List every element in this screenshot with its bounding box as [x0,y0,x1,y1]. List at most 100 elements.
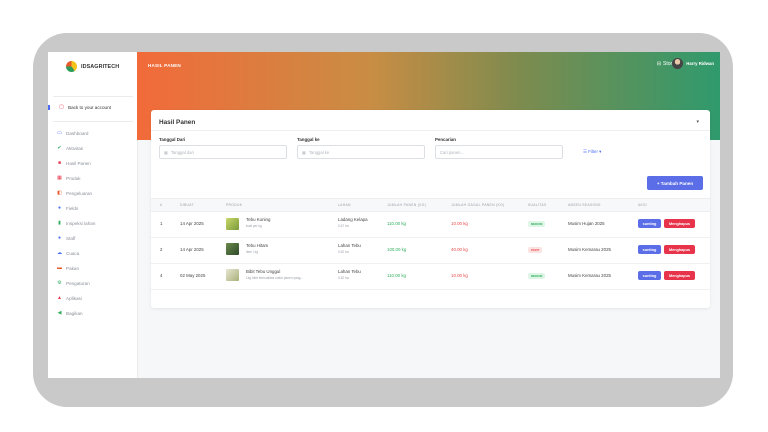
sidebar-item-fields[interactable]: ● Fields [57,205,79,212]
sidebar-item-label: Inspeksi lahan [66,221,96,226]
sidebar-item-label: Staff [66,236,76,241]
sidebar-item-aktivitas[interactable]: ✔ Aktivitas [57,145,84,152]
product-thumbnail [226,218,239,230]
product-subtitle: 1kg bibit berkualitas untuk panen yang..… [246,276,304,280]
logo[interactable]: IDSAGRITECH [66,61,119,72]
date-to-label: Tanggal ke [297,137,320,142]
product-name: Bibit Tebu Unggul [246,269,281,274]
sidebar-item-aplikasi[interactable]: ▲ Aplikasi [57,296,82,302]
table-header: # DIBUAT PRODUK LAHAN JUMLAH PANEN (KG) … [151,198,710,212]
collapse-chevron-icon[interactable]: ▾ [696,119,699,125]
map-pin-icon: ● [57,205,62,211]
store-icon: ⊟ [656,61,662,67]
column-header: JUMLAH PANEN (KG) [387,203,427,207]
search-placeholder: Cari panen... [440,149,464,155]
calendar-icon: ▦ [164,149,168,155]
inspection-icon: ▮ [58,220,61,226]
sidebar-item-label: Hasil Panen [66,161,91,166]
settings-icon: ⚙ [57,280,62,286]
logo-icon [66,61,77,72]
table-row[interactable]: 4 02 May 2025 Bibit Tebu Unggul 1kg bibi… [151,263,710,290]
back-icon: ▢ [59,104,64,110]
sidebar-item-label: Aktivitas [66,146,84,151]
failed-amount: 40.00 kg [451,247,468,252]
table-row[interactable]: 1 14 Apr 2025 Tebu Kuning kuat per kg La… [151,211,710,238]
product-name: Tebu Hitam [246,243,269,248]
field-area: 0.67 ha [338,224,349,228]
row-number: 2 [160,247,163,252]
date-to-input[interactable]: ▦ Tanggal ke [297,145,425,159]
user-name: Harry Ridwan [686,61,714,66]
card-title: Hasil Panen [159,119,196,126]
back-label: Back to your account [68,105,111,110]
sidebar-item-label: Cuaca [66,251,80,256]
row-date: 14 Apr 2025 [180,221,204,226]
sidebar-item-inspeksi-lahan[interactable]: ▮ Inspeksi lahan [57,220,96,227]
product-name: Tebu Kuning [246,217,271,222]
delete-button[interactable]: Menghapus [664,245,695,254]
share-icon: ◀ [57,310,62,316]
sidebar-item-label: Bagikan [66,311,83,316]
store-label: Store [663,61,675,67]
season-name: Musim Kemarau 2025 [568,273,611,278]
harvest-icon: ■ [57,160,62,166]
filter-button[interactable]: ☰ Filter ▾ [583,149,601,155]
sidebar-divider [53,96,133,97]
logo-text: IDSAGRITECH [81,63,120,70]
sidebar-item-pakan[interactable]: ▬ Pakan [57,266,80,272]
field-area: 0.52 ha [338,250,349,254]
page-title: HASIL PANEN [148,63,181,68]
activity-icon: ✔ [57,145,62,151]
sidebar-item-label: Fields [66,206,79,211]
sidebar-item-produk[interactable]: ▦ Produk [57,176,80,182]
sidebar-item-pengeluaran[interactable]: ◧ Pengeluaran [57,190,92,197]
table-row[interactable]: 2 14 Apr 2025 Tebu Hitam item / kg Lahan… [151,237,710,264]
field-name: Lahan Tebu [338,243,361,248]
delete-button[interactable]: Menghapus [664,219,695,228]
row-date: 02 May 2025 [180,273,206,278]
sidebar-divider [53,121,133,122]
sidebar-item-cuaca[interactable]: ☁ Cuaca [57,251,80,257]
edit-button[interactable]: sunting [638,245,661,254]
sidebar-item-dashboard[interactable]: ▭ Dashboard [57,130,88,137]
monitor-icon: ▭ [57,130,62,136]
column-header: DIBUAT [180,203,194,207]
column-header: # [160,203,163,207]
back-to-account-link[interactable]: ▢ Back to your account [48,105,111,110]
store-link[interactable]: ⊟ Store [657,61,675,67]
column-header: JUMLAH GAGAL PANEN (KG) [451,203,505,207]
sidebar-item-staff[interactable]: ● Staff [57,235,76,242]
field-name: Lahan Tebu [338,269,361,274]
date-from-input[interactable]: ▦ Tanggal dari [159,145,287,159]
sidebar: IDSAGRITECH ▢ Back to your account ▭ Das… [48,52,138,378]
product-subtitle: kuat per kg [246,224,262,228]
product-thumbnail [226,243,239,255]
delete-button[interactable]: Menghapus [664,271,695,280]
edit-button[interactable]: sunting [638,219,661,228]
sidebar-item-pengaturan[interactable]: ⚙ Pengaturan [57,280,90,287]
add-harvest-button[interactable]: + Tambah Panen [647,176,703,190]
column-header: PRODUK [226,203,243,207]
sidebar-item-bagikan[interactable]: ◀ Bagikan [57,310,83,317]
quality-badge: MEDIUM [528,273,546,279]
date-to-placeholder: Tanggal ke [308,149,330,155]
chevron-down-icon: ▾ [599,149,602,154]
product-subtitle: item / kg [246,250,259,254]
filter-label: Filter [588,149,598,154]
app-screen: IDSAGRITECH ▢ Back to your account ▭ Das… [48,52,720,378]
edit-button[interactable]: sunting [638,271,661,280]
sidebar-item-label: Pengaturan [66,281,90,286]
search-input[interactable]: Cari panen... [435,145,563,159]
sidebar-item-hasil-panen[interactable]: ■ Hasil Panen [57,160,91,167]
column-header: AKSI [638,203,647,207]
product-thumbnail [226,269,239,281]
sidebar-item-label: Pakan [66,266,80,271]
row-number: 4 [160,273,163,278]
user-icon: ● [57,235,62,241]
user-menu[interactable]: Harry Ridwan [672,58,714,69]
failed-amount: 10.00 kg [451,221,468,226]
column-header: KUALITAS [528,203,547,207]
harvest-amount: 100.00 kg [387,247,407,252]
expense-icon: ◧ [57,190,62,196]
row-number: 1 [160,221,163,226]
